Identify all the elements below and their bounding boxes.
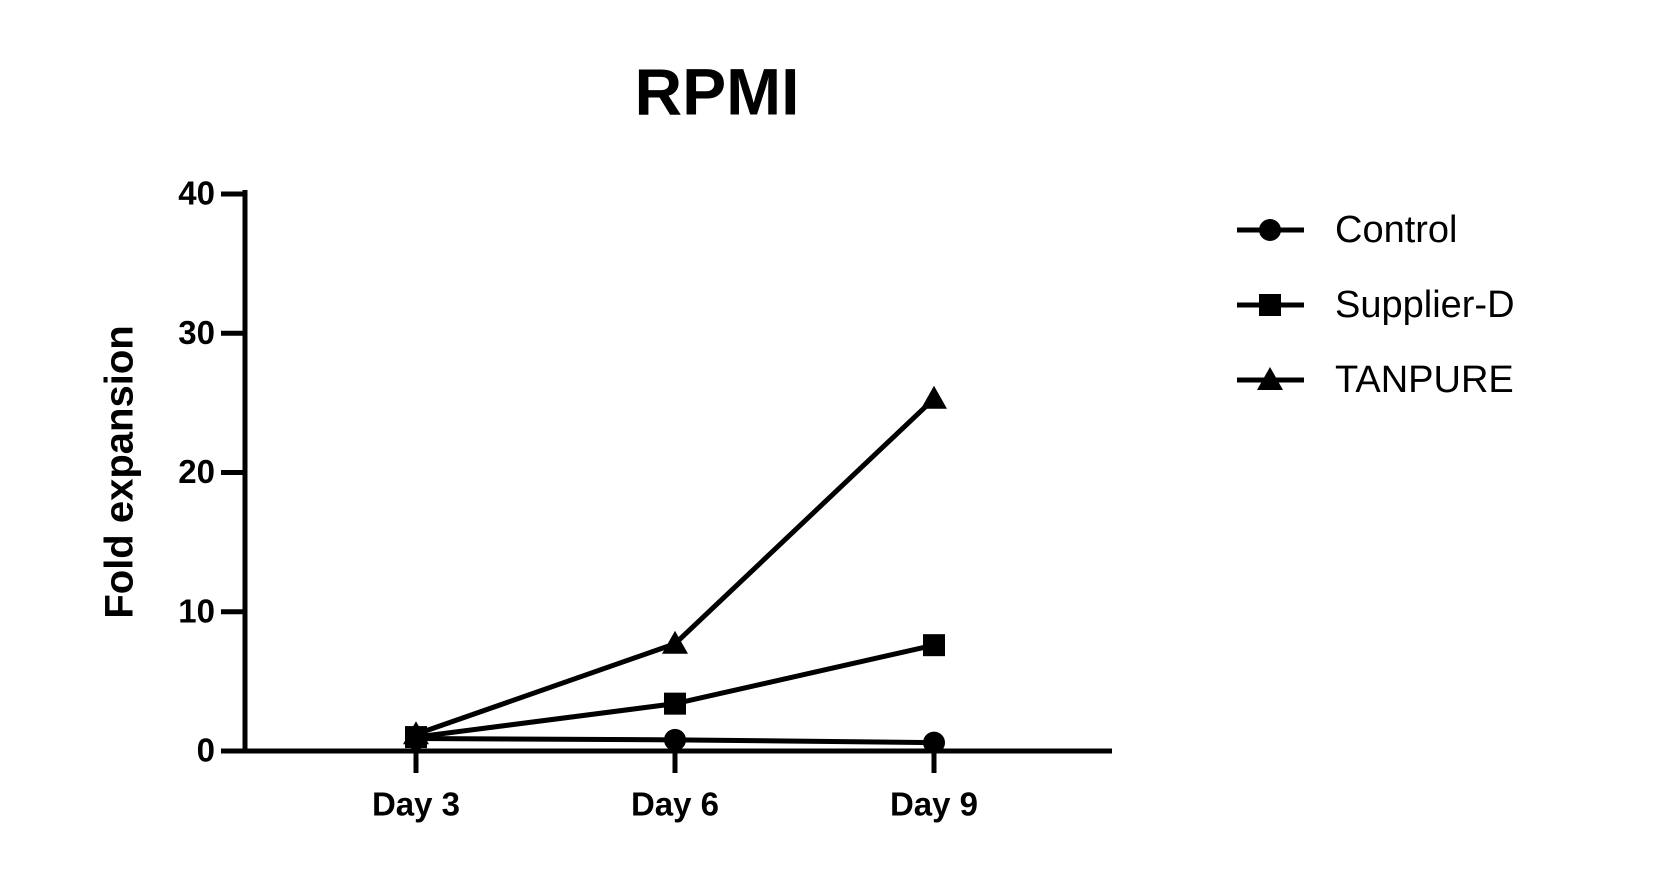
x-tick-label: Day 3	[372, 786, 460, 823]
legend-marker	[1257, 367, 1283, 390]
series-line	[415, 642, 935, 740]
legend-label: Control	[1335, 209, 1458, 251]
x-tick-label: Day 6	[631, 786, 719, 823]
data-point	[664, 692, 686, 715]
legend-marker	[1259, 294, 1281, 316]
y-tick-label: 20	[178, 453, 215, 490]
legend-marker	[1259, 219, 1281, 241]
data-point	[403, 721, 429, 745]
series-line	[415, 396, 936, 737]
legend-label: Supplier-D	[1335, 284, 1515, 326]
x-tick-label: Day 9	[890, 786, 978, 823]
data-point	[923, 731, 945, 754]
y-tick-label: 40	[178, 175, 215, 212]
data-point	[664, 728, 686, 751]
y-tick-label: 10	[178, 592, 215, 629]
legend-label: TANPURE	[1335, 359, 1514, 401]
y-tick-label: 30	[178, 314, 215, 351]
data-point	[923, 634, 945, 657]
y-axis-label: Fold expansion	[98, 325, 142, 618]
y-tick-label: 0	[197, 732, 215, 769]
data-point	[662, 630, 688, 654]
chart-title: RPMI	[635, 54, 800, 128]
data-point	[921, 385, 947, 409]
